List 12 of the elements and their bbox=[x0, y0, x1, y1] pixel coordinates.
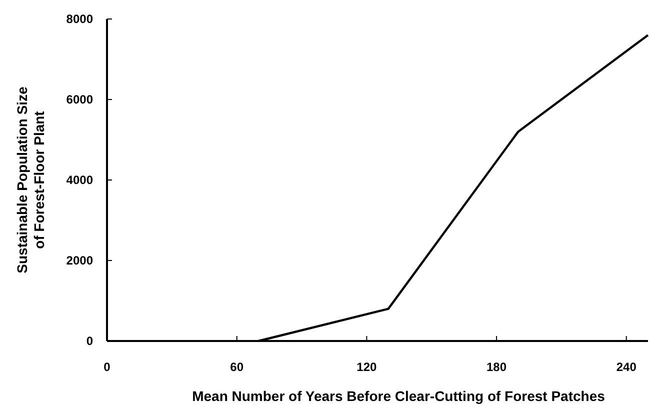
x-tick-label: 180 bbox=[486, 360, 507, 374]
x-tick-label: 120 bbox=[356, 360, 378, 374]
x-tick-label: 60 bbox=[230, 360, 244, 374]
y-tick-label: 4000 bbox=[66, 173, 94, 187]
y-tick-label: 6000 bbox=[66, 92, 94, 106]
y-tick-label: 0 bbox=[86, 334, 94, 348]
y-tick-label: 2000 bbox=[66, 254, 94, 268]
x-tick-label: 0 bbox=[104, 360, 111, 374]
y-tick-label: 8000 bbox=[66, 12, 94, 26]
x-tick-label: 240 bbox=[616, 360, 637, 374]
x-axis-title: Mean Number of Years Before Clear-Cutting of Forest Patches bbox=[192, 388, 606, 404]
y-axis-title: Sustainable Population Size of Forest-Floor Plant bbox=[14, 86, 47, 274]
